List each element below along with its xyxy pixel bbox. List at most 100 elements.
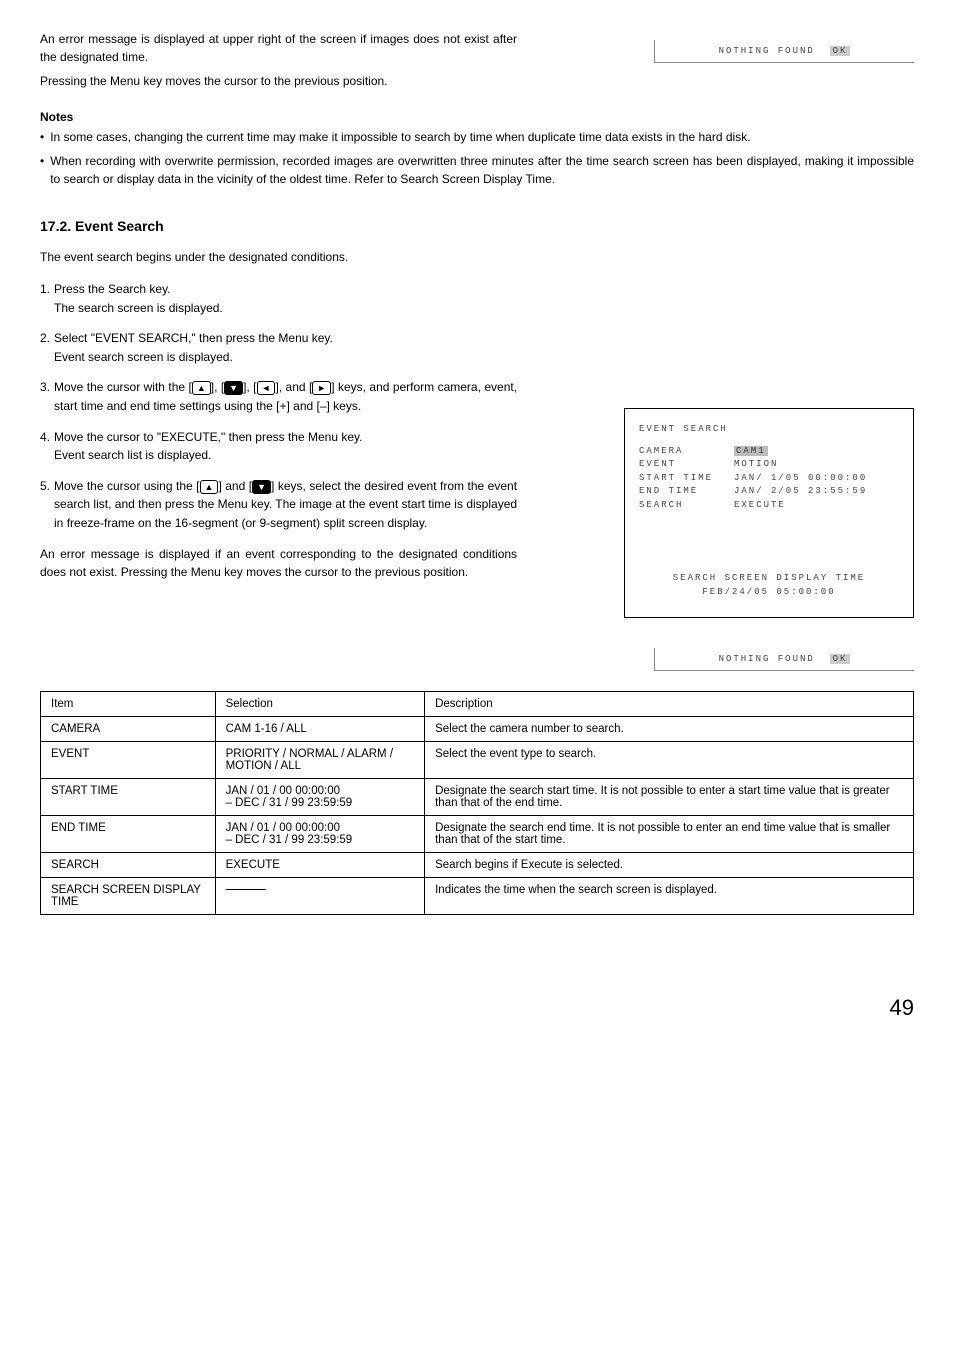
terminal-row-label: CAMERA	[639, 445, 734, 459]
step-item: 2. Select "EVENT SEARCH," then press the…	[40, 329, 517, 366]
dash-line	[226, 889, 266, 890]
event-left: The event search begins under the design…	[40, 248, 517, 587]
step-item: 3. Move the cursor with the [▲], [▼], [◄…	[40, 378, 517, 415]
terminal-row: START TIMEJAN/ 1/05 00:00:00	[639, 472, 899, 486]
intro-p2: Pressing the Menu key moves the cursor t…	[40, 72, 517, 90]
terminal-row-label: END TIME	[639, 485, 734, 499]
notes-text: When recording with overwrite permission…	[50, 152, 914, 188]
table-row: END TIMEJAN / 01 / 00 00:00:00 – DEC / 3…	[41, 816, 914, 853]
intro-p1: An error message is displayed at upper r…	[40, 30, 517, 66]
notes-heading: Notes	[40, 110, 914, 124]
terminal-footer-1: SEARCH SCREEN DISPLAY TIME	[639, 572, 899, 586]
table-cell: JAN / 01 / 00 00:00:00 – DEC / 31 / 99 2…	[215, 779, 425, 816]
step-body: Select "EVENT SEARCH," then press the Me…	[54, 329, 517, 366]
terminal-box: EVENT SEARCH CAMERACAM1EVENTMOTIONSTART …	[624, 408, 914, 618]
step-body: Move the cursor with the [▲], [▼], [◄], …	[54, 378, 517, 415]
step-num: 2.	[40, 329, 50, 366]
table-cell: Search begins if Execute is selected.	[425, 853, 914, 878]
down-arrow-icon: ▼	[224, 381, 243, 395]
status-text-2: NOTHING FOUND	[719, 654, 815, 664]
intro-row: An error message is displayed at upper r…	[40, 30, 914, 96]
section-closing: An error message is displayed if an even…	[40, 545, 517, 581]
section-heading: 17.2. Event Search	[40, 218, 914, 234]
step3-mid3: ], and [	[275, 380, 312, 394]
status-text-1: NOTHING FOUND	[719, 46, 815, 56]
step-body: Move the cursor using the [▲] and [▼] ke…	[54, 477, 517, 533]
notes-text: In some cases, changing the current time…	[50, 128, 750, 146]
section-lead: The event search begins under the design…	[40, 248, 517, 266]
step-item: 1. Press the Search key. The search scre…	[40, 280, 517, 317]
table-body: CAMERACAM 1-16 / ALLSelect the camera nu…	[41, 717, 914, 915]
intro-right: NOTHING FOUND OK	[547, 30, 914, 96]
terminal-row-label: START TIME	[639, 472, 734, 486]
notes-item: • In some cases, changing the current ti…	[40, 128, 914, 146]
terminal-row: SEARCHEXECUTE	[639, 499, 899, 513]
step3-mid2: ], [	[243, 380, 256, 394]
terminal-footer: SEARCH SCREEN DISPLAY TIME FEB/24/05 05:…	[639, 572, 899, 599]
terminal-rows: CAMERACAM1EVENTMOTIONSTART TIMEJAN/ 1/05…	[639, 445, 899, 513]
table-cell: PRIORITY / NORMAL / ALARM / MOTION / ALL	[215, 742, 425, 779]
step-item: 5. Move the cursor using the [▲] and [▼]…	[40, 477, 517, 533]
step3-mid1: ], [	[211, 380, 224, 394]
step-num: 1.	[40, 280, 50, 317]
table-row: EVENTPRIORITY / NORMAL / ALARM / MOTION …	[41, 742, 914, 779]
left-arrow-icon: ◄	[257, 381, 276, 395]
table-cell: Select the event type to search.	[425, 742, 914, 779]
step-body: Press the Search key. The search screen …	[54, 280, 517, 317]
step-num: 5.	[40, 477, 50, 533]
step5-prefix: Move the cursor using the [	[54, 479, 200, 493]
intro-left: An error message is displayed at upper r…	[40, 30, 517, 96]
terminal-row-value: EXECUTE	[734, 500, 786, 510]
data-table: Item Selection Description CAMERACAM 1-1…	[40, 691, 914, 915]
bullet-icon: •	[40, 128, 44, 146]
event-right: EVENT SEARCH CAMERACAM1EVENTMOTIONSTART …	[547, 248, 914, 671]
terminal-row: EVENTMOTION	[639, 458, 899, 472]
event-row: The event search begins under the design…	[40, 248, 914, 671]
step-num: 4.	[40, 428, 50, 465]
terminal-row-value: JAN/ 2/05 23:55:59	[734, 486, 867, 496]
table-cell: EXECUTE	[215, 853, 425, 878]
right-arrow-icon: ►	[312, 381, 331, 395]
table-cell: SEARCH SCREEN DISPLAY TIME	[41, 878, 216, 915]
terminal-row-label: SEARCH	[639, 499, 734, 513]
down-arrow-icon: ▼	[252, 480, 271, 494]
table-cell: CAMERA	[41, 717, 216, 742]
table-header: Item	[41, 692, 216, 717]
table-row: SEARCHEXECUTESearch begins if Execute is…	[41, 853, 914, 878]
terminal-row: END TIMEJAN/ 2/05 23:55:59	[639, 485, 899, 499]
table-header: Description	[425, 692, 914, 717]
table-header: Selection	[215, 692, 425, 717]
terminal-title: EVENT SEARCH	[639, 423, 899, 437]
step5-mid1: ] and [	[218, 479, 252, 493]
table-cell	[215, 878, 425, 915]
step-item: 4. Move the cursor to "EXECUTE," then pr…	[40, 428, 517, 465]
up-arrow-icon: ▲	[192, 381, 211, 395]
table-cell: SEARCH	[41, 853, 216, 878]
step-body: Move the cursor to "EXECUTE," then press…	[54, 428, 517, 465]
page-number: 49	[40, 995, 914, 1021]
notes-item: • When recording with overwrite permissi…	[40, 152, 914, 188]
table-row: START TIMEJAN / 01 / 00 00:00:00 – DEC /…	[41, 779, 914, 816]
step-num: 3.	[40, 378, 50, 415]
table-cell: EVENT	[41, 742, 216, 779]
status-ok-1: OK	[830, 46, 851, 56]
bullet-icon: •	[40, 152, 44, 188]
table-cell: CAM 1-16 / ALL	[215, 717, 425, 742]
table-cell: Designate the search end time. It is not…	[425, 816, 914, 853]
up-arrow-icon: ▲	[200, 480, 219, 494]
terminal-row-value: MOTION	[734, 459, 778, 469]
terminal-row-value: JAN/ 1/05 00:00:00	[734, 473, 867, 483]
table-cell: START TIME	[41, 779, 216, 816]
status-box-1: NOTHING FOUND OK	[654, 40, 914, 63]
table-row: CAMERACAM 1-16 / ALLSelect the camera nu…	[41, 717, 914, 742]
table-cell: Indicates the time when the search scree…	[425, 878, 914, 915]
terminal-row-value: CAM1	[734, 446, 768, 456]
steps-list: 1. Press the Search key. The search scre…	[40, 280, 517, 533]
notes-list: • In some cases, changing the current ti…	[40, 128, 914, 188]
table-cell: Designate the search start time. It is n…	[425, 779, 914, 816]
terminal-row: CAMERACAM1	[639, 445, 899, 459]
status-box-2: NOTHING FOUND OK	[654, 648, 914, 671]
table-cell: END TIME	[41, 816, 216, 853]
terminal-row-label: EVENT	[639, 458, 734, 472]
terminal-footer-2: FEB/24/05 05:00:00	[639, 586, 899, 600]
